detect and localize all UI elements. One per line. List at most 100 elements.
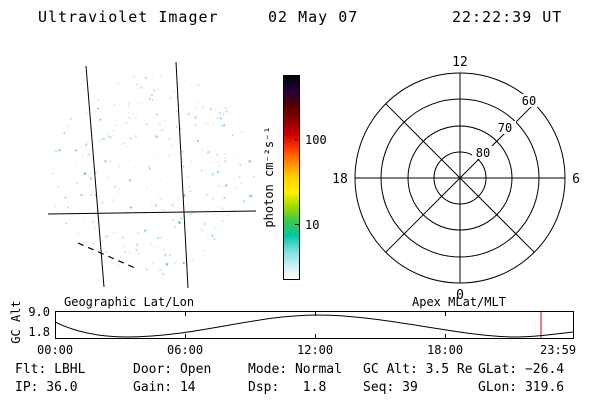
status-ip: IP: 36.0 — [15, 380, 78, 395]
speckle-dot — [51, 172, 54, 175]
speckle-dot — [113, 185, 117, 189]
speckle-dot — [204, 255, 206, 258]
speckle-dot — [172, 218, 175, 222]
speckle-dot — [233, 196, 235, 198]
speckle-dot — [221, 207, 224, 210]
speckle-dot — [85, 143, 88, 147]
speckle-dot — [221, 241, 223, 243]
mlt-label-6: 6 — [572, 172, 580, 187]
speckle-dot — [64, 196, 67, 199]
speckle-dot — [99, 118, 102, 121]
speckle-dot — [216, 171, 219, 174]
speckle-dot — [207, 150, 210, 154]
speckle-dot — [194, 212, 197, 215]
speckle-dot — [150, 129, 152, 131]
speckle-dot — [127, 101, 130, 104]
colorbar-gradient — [283, 75, 300, 280]
speckle-dot — [98, 140, 100, 143]
speckle-dot — [127, 111, 130, 114]
speckle-dot — [194, 124, 197, 127]
speckle-dot — [85, 141, 89, 145]
mlt-label-0: 0 — [456, 288, 464, 303]
speckle-dot — [104, 172, 107, 175]
speckle-dot — [130, 191, 132, 194]
speckle-dot — [121, 236, 125, 239]
speckle-dot — [102, 138, 106, 141]
speckle-dot — [174, 225, 176, 228]
time-display: 22:22:39 UT — [452, 8, 563, 26]
speckle-dot — [218, 185, 220, 187]
speckle-dot — [189, 212, 192, 216]
speckle-dot — [204, 223, 207, 226]
speckle-dot — [172, 89, 176, 93]
speckle-dot — [222, 112, 225, 116]
speckle-dot — [216, 160, 219, 163]
status-gain: Gain: 14 — [133, 380, 196, 395]
speckle-dot — [190, 160, 193, 163]
speckle-dot — [150, 182, 153, 185]
speckle-dot — [83, 218, 86, 221]
speckle-dot — [248, 159, 251, 163]
strip-border — [55, 311, 574, 339]
speckle-dot — [101, 201, 104, 204]
speckle-dot — [177, 220, 181, 224]
speckle-dot — [104, 159, 107, 163]
speckle-dot — [234, 187, 237, 190]
speckle-dot — [221, 219, 224, 223]
speckle-dot — [159, 75, 162, 78]
speckle-dot — [125, 122, 128, 125]
speckle-dot — [100, 138, 104, 141]
ring-label-bg-70 — [494, 121, 516, 134]
speckle-dot — [223, 137, 226, 140]
speckle-dot — [135, 248, 138, 251]
right-panel-caption: Apex MLat/MLT — [412, 295, 506, 309]
speckle-dot — [215, 109, 217, 112]
speckle-dot — [92, 220, 95, 224]
speckle-dot — [116, 264, 119, 267]
speckle-dot — [75, 242, 78, 244]
speckle-dot — [248, 194, 252, 198]
speckle-dot — [250, 194, 253, 198]
speckle-dot — [154, 204, 158, 207]
speckle-dot — [224, 153, 226, 155]
speckle-dot — [156, 153, 159, 157]
speckle-dot — [216, 116, 219, 120]
speckle-dot — [135, 243, 139, 247]
speckle-dot — [163, 119, 166, 122]
status-glon: GLon: 319.6 — [478, 380, 565, 395]
speckle-dot — [121, 242, 123, 244]
speckle-dot — [90, 173, 93, 175]
speckle-dot — [153, 89, 155, 92]
ring-label-bg-60 — [518, 94, 540, 107]
speckle-dot — [106, 234, 110, 238]
speckle-dot — [223, 124, 226, 127]
speckle-dot — [54, 205, 56, 208]
speckle-dot — [213, 237, 216, 241]
strip-xlabel-2359: 23:59 — [540, 343, 577, 357]
status-mode: Mode: Normal — [248, 362, 342, 377]
speckle-dot — [195, 106, 198, 109]
speckle-dot — [233, 178, 235, 180]
speckle-dot — [182, 165, 185, 168]
speckle-dot — [155, 135, 158, 138]
speckle-dot — [239, 163, 242, 166]
speckle-dot — [147, 123, 149, 125]
speckle-dot — [144, 229, 147, 232]
speckle-dot — [137, 231, 140, 234]
speckle-dot — [85, 112, 88, 114]
speckle-dot — [121, 223, 124, 225]
speckle-dot — [231, 134, 234, 136]
speckle-dot — [225, 110, 228, 113]
speckle-dot — [218, 165, 221, 167]
speckle-dot — [125, 146, 127, 148]
speckle-dot — [129, 206, 133, 209]
colorbar-tick-10: 10 — [305, 218, 320, 232]
speckle-dot — [160, 128, 164, 132]
colorbar-tickmark-100 — [295, 139, 300, 140]
speckle-dot — [168, 253, 172, 257]
longitude-grid-line-right — [175, 61, 189, 289]
speckle-dot — [92, 242, 95, 245]
speckle-dot — [119, 256, 122, 258]
speckle-dot — [158, 123, 161, 126]
